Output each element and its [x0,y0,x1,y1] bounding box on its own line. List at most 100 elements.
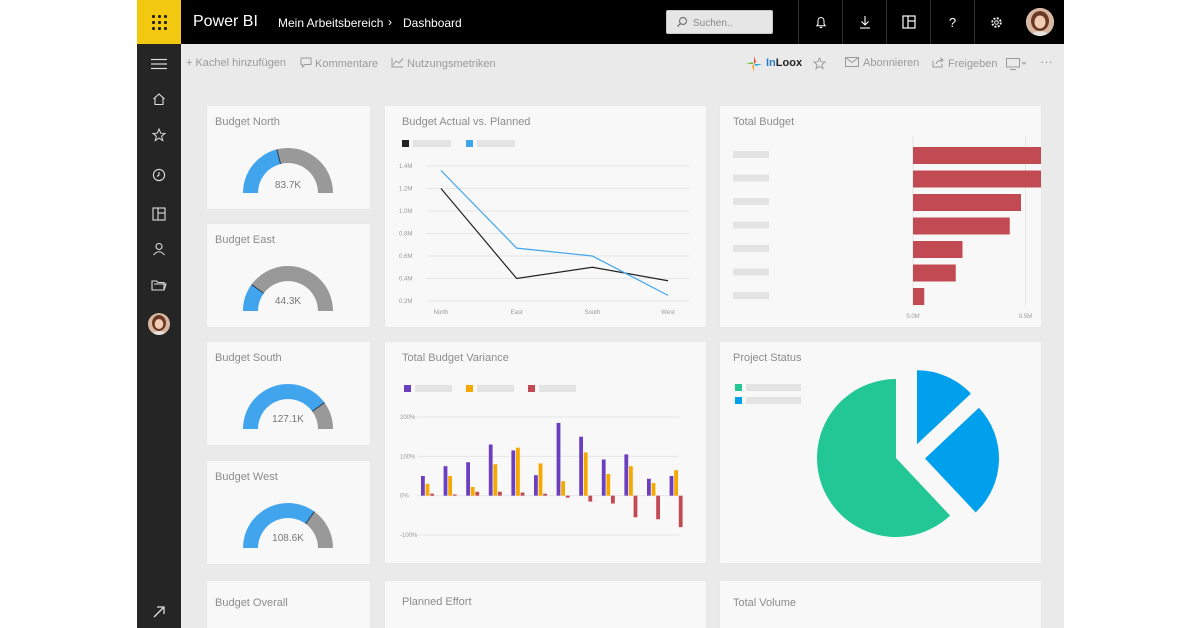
gauge-target-marker [311,402,325,412]
tile-budget-west[interactable]: Budget West 108.6K [207,461,370,564]
nav-recent[interactable] [137,163,181,187]
tile-total-budget[interactable]: Total Budget 0.0M0.5M1.0M [720,106,1041,327]
view-mode-button[interactable] [1006,57,1028,75]
gauge-chart [243,148,333,193]
category-label-placeholder [733,245,769,252]
tile-title: Planned Effort [402,596,472,608]
help-button[interactable]: ? [930,0,974,44]
monitor-icon [1006,58,1027,70]
tile-budget-south[interactable]: Budget South 127.1K [207,342,370,445]
waffle-dot [164,21,167,24]
tile-project-status[interactable]: Project Status [720,342,1041,563]
bar [913,147,1041,164]
legend-label-placeholder [477,385,514,392]
nav-apps[interactable] [137,202,181,226]
add-tile-label: Kachel hinzufügen [195,57,286,69]
bar [629,466,633,496]
bar [913,217,1010,235]
add-tile-button[interactable]: + Kachel hinzufügen [186,57,286,69]
nav-favorites[interactable] [137,123,181,147]
share-button[interactable]: Freigeben [932,57,998,70]
breadcrumb-workspace[interactable]: Mein Arbeitsbereich [278,16,384,30]
app-launcher-button[interactable] [137,0,181,44]
layout-button[interactable] [886,0,930,44]
share-icon [932,57,944,68]
breadcrumb-dashboard[interactable]: Dashboard [403,16,462,30]
tile-total-budget-variance[interactable]: Total Budget Variance 200% 100% 0% -100% [385,342,706,563]
gauge-value: 108.6K [272,533,304,544]
tile-actual-vs-planned[interactable]: Budget Actual vs. Planned 1.4M 1.2M 1.0M 0.… [385,106,706,327]
left-navigation [137,44,181,628]
search-box[interactable] [666,10,773,34]
tile-budget-east[interactable]: Budget East 44.3K [207,224,370,327]
bar [565,495,570,498]
nav-expand[interactable] [137,600,181,624]
gauge-chart [243,384,333,429]
gauge-remaining-arc [251,266,333,311]
tile-title: Total Budget Variance [402,352,509,364]
subscribe-label: Abonnieren [863,57,920,69]
apps-icon [152,207,166,221]
expand-icon [153,606,165,618]
people-icon [153,242,165,256]
notifications-button[interactable] [798,0,842,44]
comments-label: Kommentare [315,58,378,70]
tile-title: Budget Overall [215,597,288,609]
legend-label-placeholder [413,140,451,147]
legend-swatch [735,397,742,404]
bar [601,459,606,496]
nav-toggle-button[interactable] [137,52,181,76]
x-tick-label: 0.0M [906,314,919,320]
gauge-value-arc [243,503,315,548]
share-label: Freigeben [948,58,998,70]
brand-title[interactable]: Power BI [193,13,258,30]
gauge-value-arc [243,384,325,429]
legend-swatch [735,384,742,391]
tile-title: Budget East [215,234,275,246]
nav-home[interactable] [137,87,181,111]
comments-button[interactable]: Kommentare [300,57,378,70]
tile-planned-effort[interactable]: Planned Effort [385,581,706,628]
settings-button[interactable] [974,0,1018,44]
legend-swatch [404,385,411,392]
subscribe-button[interactable]: Abonnieren [845,57,919,69]
more-options-button[interactable]: ··· [1040,54,1053,69]
bar [606,474,611,496]
search-input[interactable] [693,16,769,30]
waffle-dot [158,15,161,18]
tile-budget-overall[interactable]: Budget Overall [207,581,370,628]
bar [475,491,480,496]
bar [511,450,516,496]
bar [651,483,656,496]
bar [452,494,457,496]
pie-slice [924,407,999,513]
usage-metrics-button[interactable]: Nutzungsmetriken [391,57,496,70]
bar [516,447,520,496]
nav-profile[interactable] [137,312,181,336]
download-button[interactable] [842,0,886,44]
y-tick-label: 1.4M [399,164,412,170]
y-tick-label: 0.8M [399,232,412,238]
tile-budget-north[interactable]: Budget North 83.7K [207,106,370,209]
nav-workspaces[interactable] [137,273,181,297]
bar [913,241,963,258]
user-avatar[interactable] [1026,8,1054,36]
line-chart: 1.4M 1.2M 1.0M 0.8M 0.6M 0.4M 0.2M North East Sou… [399,140,689,316]
legend-label-placeholder [415,385,452,392]
nav-shared[interactable] [137,237,181,261]
bar [470,487,475,496]
download-icon [859,16,870,29]
bar [538,463,543,496]
home-icon [153,93,165,106]
bar [674,470,678,496]
bar [913,194,1021,211]
powerbi-app: Power BI Mein Arbeitsbereich › Dashboard [137,0,1064,628]
y-tick-label: 0.4M [399,277,412,283]
bar [556,422,561,496]
legend-swatch [528,385,535,392]
favorite-button[interactable] [812,56,827,75]
folder-icon [151,280,167,291]
help-icon: ? [948,14,957,30]
tile-total-volume[interactable]: Total Volume [720,581,1041,628]
waffle-dot [152,15,155,18]
